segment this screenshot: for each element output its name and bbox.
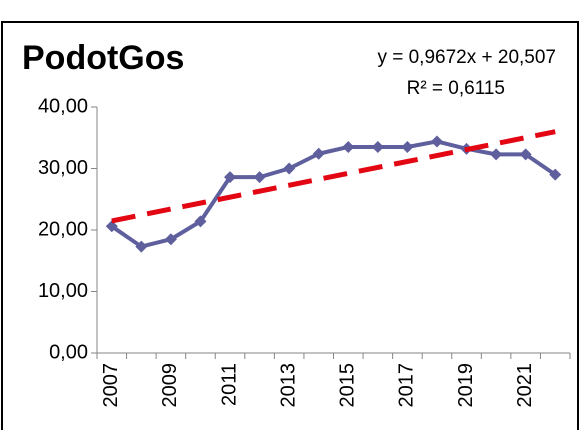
x-tick-label: 2007: [100, 363, 122, 408]
trend-equation: y = 0,9672x + 20,507: [377, 47, 556, 68]
trend-line: [111, 129, 556, 224]
point-marker: [549, 168, 562, 181]
y-tick-label: 0,00: [49, 341, 88, 363]
point-marker: [283, 162, 296, 175]
y-tick-label: 10,00: [38, 280, 88, 302]
point-marker: [401, 140, 414, 153]
series-line: [110, 139, 557, 249]
point-marker: [194, 215, 207, 228]
point-marker: [490, 148, 503, 161]
chart-frame: [1, 21, 579, 430]
point-marker: [164, 233, 177, 246]
point-marker: [519, 148, 532, 161]
point-marker: [430, 135, 443, 148]
point-marker: [135, 240, 148, 253]
y-tick-label: 20,00: [38, 218, 88, 240]
x-tick-label: 2021: [514, 363, 536, 408]
point-marker: [253, 171, 266, 184]
x-tick-label: 2013: [277, 363, 299, 408]
x-tick-label: 2009: [159, 363, 181, 408]
x-tick-label: 2015: [337, 363, 359, 408]
point-marker: [312, 147, 325, 160]
point-marker: [371, 140, 384, 153]
y-tick-label: 40,00: [38, 95, 88, 117]
point-marker: [105, 220, 118, 233]
y-tick-label: 30,00: [38, 157, 88, 179]
x-tick-label: 2017: [396, 363, 418, 408]
point-marker: [342, 140, 355, 153]
point-marker: [224, 171, 237, 184]
x-tick-label: 2011: [218, 363, 240, 406]
chart-title: PodotGos: [22, 39, 184, 77]
x-tick-label: 2019: [455, 363, 477, 408]
trend-r2: R² = 0,6115: [407, 78, 505, 99]
